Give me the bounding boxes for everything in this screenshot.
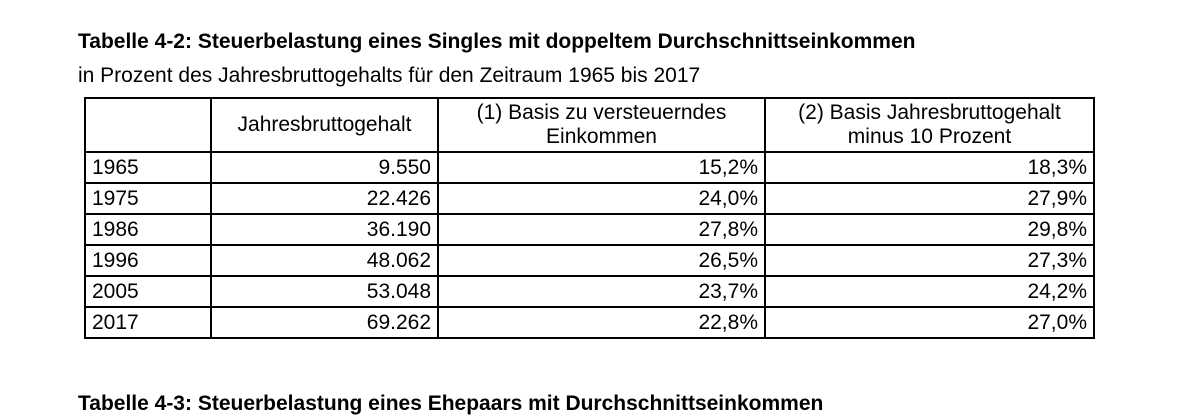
cell-basis1: 27,8% [437,213,766,246]
table-row: 2005 53.048 23,7% 24,2% [84,275,1095,308]
cell-basis1: 23,7% [437,275,766,308]
next-table-title: Tabelle 4-3: Steuerbelastung eines Ehepa… [78,392,824,415]
cell-basis2: 27,9% [764,182,1095,215]
header-gross-salary: Jahresbruttogehalt [210,97,439,153]
cell-gross-salary: 36.190 [210,213,439,246]
cell-basis2: 27,3% [764,244,1095,277]
cell-gross-salary: 53.048 [210,275,439,308]
table-row: 2017 69.262 22,8% 27,0% [84,306,1095,339]
cell-basis1: 24,0% [437,182,766,215]
tax-burden-table: Jahresbruttogehalt (1) Basis zu versteue… [84,97,1095,339]
cell-basis2: 18,3% [764,151,1095,184]
table-header-row: Jahresbruttogehalt (1) Basis zu versteue… [84,97,1095,153]
header-basis1-line1: (1) Basis zu versteuerndes [476,101,727,124]
cell-basis1: 15,2% [437,151,766,184]
cell-gross-salary: 48.062 [210,244,439,277]
header-basis-gross-minus-10: (2) Basis Jahresbruttogehalt minus 10 Pr… [764,97,1095,153]
header-year [84,97,212,153]
cell-basis2: 27,0% [764,306,1095,339]
header-basis2-line2: minus 10 Prozent [847,125,1012,148]
header-basis2-line1: (2) Basis Jahresbruttogehalt [798,101,1061,124]
header-basis1-line2: Einkommen [546,125,657,148]
cell-gross-salary: 22.426 [210,182,439,215]
cell-year: 2017 [84,306,212,339]
table-row: 1986 36.190 27,8% 29,8% [84,213,1095,246]
header-basis-taxable-income: (1) Basis zu versteuerndes Einkommen [437,97,766,153]
cell-year: 2005 [84,275,212,308]
table-subtitle: in Prozent des Jahresbruttogehalts für d… [78,64,701,87]
cell-year: 1996 [84,244,212,277]
header-gross-salary-label: Jahresbruttogehalt [237,113,412,136]
cell-year: 1965 [84,151,212,184]
table-row: 1975 22.426 24,0% 27,9% [84,182,1095,215]
table-row: 1965 9.550 15,2% 18,3% [84,151,1095,184]
cell-gross-salary: 69.262 [210,306,439,339]
cell-basis1: 22,8% [437,306,766,339]
table-row: 1996 48.062 26,5% 27,3% [84,244,1095,277]
cell-year: 1986 [84,213,212,246]
cell-gross-salary: 9.550 [210,151,439,184]
cell-year: 1975 [84,182,212,215]
cell-basis2: 24,2% [764,275,1095,308]
cell-basis1: 26,5% [437,244,766,277]
cell-basis2: 29,8% [764,213,1095,246]
table-title: Tabelle 4-2: Steuerbelastung eines Singl… [78,30,916,53]
